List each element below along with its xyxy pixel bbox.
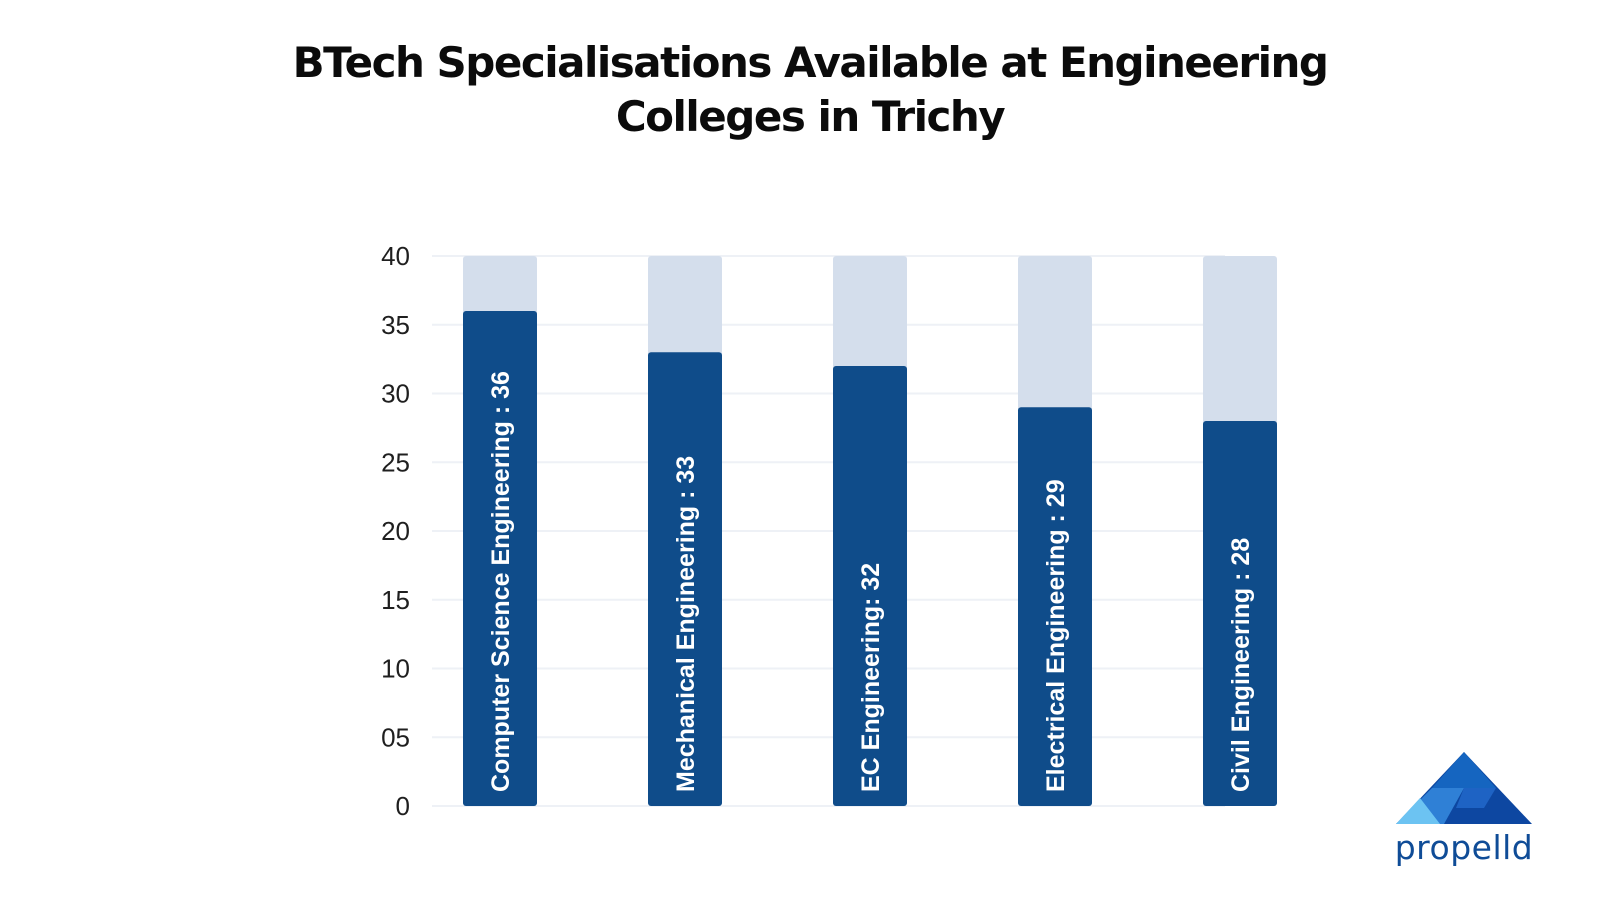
bar-group: Mechanical Engineering : 33 — [648, 256, 722, 806]
bar-group: Civil Engineering : 28 — [1203, 256, 1277, 806]
y-tick-label: 25 — [381, 447, 410, 477]
y-tick-label: 40 — [381, 241, 410, 271]
y-tick-label: 0 — [396, 791, 410, 821]
y-tick-label: 10 — [381, 654, 410, 684]
y-tick-label: 35 — [381, 310, 410, 340]
bar-label: EC Engineering: 32 — [857, 563, 885, 792]
y-axis-ticks: 0 05 10 15 20 25 30 35 40 — [381, 241, 410, 821]
y-tick-label: 20 — [381, 516, 410, 546]
bar-label: Mechanical Engineering : 33 — [672, 456, 700, 792]
bar-label: Computer Science Engineering : 36 — [487, 371, 515, 792]
bar-label: Civil Engineering : 28 — [1227, 538, 1255, 792]
bar — [463, 311, 537, 806]
bar — [648, 352, 722, 806]
bar-group: Electrical Engineering : 29 — [1018, 256, 1092, 806]
propelld-logo: propelld — [1384, 752, 1544, 872]
y-tick-label: 05 — [381, 722, 410, 752]
bar-group: EC Engineering: 32 — [833, 256, 907, 806]
bar-label: Electrical Engineering : 29 — [1042, 479, 1070, 792]
logo-text: propelld — [1394, 828, 1534, 867]
chart-title: BTech Specialisations Available at Engin… — [292, 38, 1329, 141]
y-tick-label: 15 — [381, 585, 410, 615]
bars: Computer Science Engineering : 36 Mechani… — [463, 256, 1277, 806]
bar — [1203, 421, 1277, 806]
bar — [1018, 407, 1092, 806]
y-tick-label: 30 — [381, 379, 410, 409]
bar — [833, 366, 907, 806]
grid-lines — [432, 255, 1225, 807]
propelld-triangle-logo-icon — [1396, 752, 1532, 824]
bar-group: Computer Science Engineering : 36 — [463, 256, 537, 806]
